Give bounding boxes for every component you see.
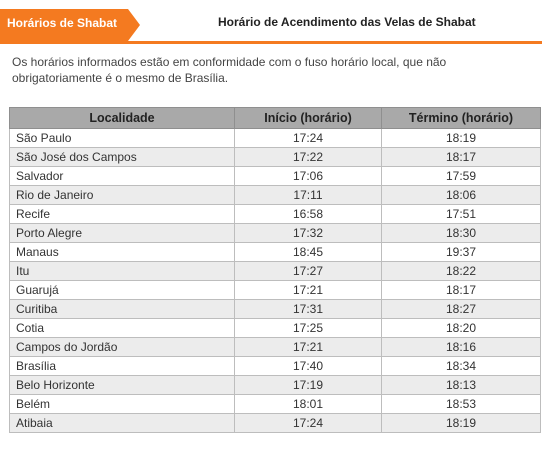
cell-end-time: 18:06 bbox=[381, 185, 541, 205]
section-tab-label: Horários de Shabat bbox=[7, 16, 118, 30]
cell-city: Campos do Jordão bbox=[9, 337, 235, 357]
cell-start-time: 17:21 bbox=[234, 337, 382, 357]
column-header-end: Término (horário) bbox=[381, 107, 541, 129]
table-row: Porto Alegre 17:32 18:30 bbox=[9, 223, 541, 243]
cell-end-time: 18:19 bbox=[381, 413, 541, 433]
cell-city: Rio de Janeiro bbox=[9, 185, 235, 205]
cell-city: Guarujá bbox=[9, 280, 235, 300]
cell-city: Curitiba bbox=[9, 299, 235, 319]
table-row: Recife 16:58 17:51 bbox=[9, 204, 541, 224]
cell-start-time: 16:58 bbox=[234, 204, 382, 224]
cell-city: São José dos Campos bbox=[9, 147, 235, 167]
cell-end-time: 18:34 bbox=[381, 356, 541, 376]
cell-city: Belém bbox=[9, 394, 235, 414]
cell-city: Recife bbox=[9, 204, 235, 224]
cell-city: Salvador bbox=[9, 166, 235, 186]
table-row: Guarujá 17:21 18:17 bbox=[9, 280, 541, 300]
cell-start-time: 17:06 bbox=[234, 166, 382, 186]
cell-start-time: 17:32 bbox=[234, 223, 382, 243]
table-row: Rio de Janeiro 17:11 18:06 bbox=[9, 185, 541, 205]
cell-end-time: 18:17 bbox=[381, 280, 541, 300]
table-row: Brasília 17:40 18:34 bbox=[9, 356, 541, 376]
cell-end-time: 18:19 bbox=[381, 128, 541, 148]
header-divider bbox=[0, 41, 542, 44]
candle-lighting-table: Localidade Início (horário) Término (hor… bbox=[9, 107, 541, 433]
table-row: Manaus 18:45 19:37 bbox=[9, 242, 541, 262]
cell-start-time: 17:24 bbox=[234, 128, 382, 148]
column-header-city: Localidade bbox=[9, 107, 235, 129]
cell-end-time: 18:13 bbox=[381, 375, 541, 395]
table-header-row: Localidade Início (horário) Término (hor… bbox=[9, 107, 541, 129]
table-row: Campos do Jordão 17:21 18:16 bbox=[9, 337, 541, 357]
cell-start-time: 17:25 bbox=[234, 318, 382, 338]
table-row: São Paulo 17:24 18:19 bbox=[9, 128, 541, 148]
cell-start-time: 17:40 bbox=[234, 356, 382, 376]
cell-start-time: 17:22 bbox=[234, 147, 382, 167]
cell-city: Itu bbox=[9, 261, 235, 281]
cell-city: São Paulo bbox=[9, 128, 235, 148]
table-row: São José dos Campos 17:22 18:17 bbox=[9, 147, 541, 167]
table-row: Atibaia 17:24 18:19 bbox=[9, 413, 541, 433]
cell-end-time: 18:53 bbox=[381, 394, 541, 414]
cell-end-time: 18:16 bbox=[381, 337, 541, 357]
table-row: Belém 18:01 18:53 bbox=[9, 394, 541, 414]
table-row: Belo Horizonte 17:19 18:13 bbox=[9, 375, 541, 395]
table-row: Salvador 17:06 17:59 bbox=[9, 166, 541, 186]
table-body: São Paulo 17:24 18:19 São José dos Campos 17… bbox=[9, 128, 541, 433]
cell-end-time: 18:17 bbox=[381, 147, 541, 167]
cell-start-time: 17:24 bbox=[234, 413, 382, 433]
column-header-start: Início (horário) bbox=[234, 107, 382, 129]
cell-end-time: 17:59 bbox=[381, 166, 541, 186]
cell-start-time: 18:45 bbox=[234, 242, 382, 262]
cell-end-time: 18:22 bbox=[381, 261, 541, 281]
cell-end-time: 19:37 bbox=[381, 242, 541, 262]
cell-start-time: 17:31 bbox=[234, 299, 382, 319]
cell-start-time: 17:19 bbox=[234, 375, 382, 395]
page-header: Horários de Shabat Horário de Acendiment… bbox=[0, 0, 550, 44]
cell-city: Manaus bbox=[9, 242, 235, 262]
cell-city: Brasília bbox=[9, 356, 235, 376]
cell-end-time: 17:51 bbox=[381, 204, 541, 224]
cell-start-time: 17:21 bbox=[234, 280, 382, 300]
table-row: Curitiba 17:31 18:27 bbox=[9, 299, 541, 319]
cell-city: Porto Alegre bbox=[9, 223, 235, 243]
cell-end-time: 18:30 bbox=[381, 223, 541, 243]
cell-end-time: 18:27 bbox=[381, 299, 541, 319]
cell-start-time: 18:01 bbox=[234, 394, 382, 414]
intro-text: Os horários informados estão em conformi… bbox=[12, 55, 447, 85]
cell-start-time: 17:27 bbox=[234, 261, 382, 281]
page-title: Horário de Acendimento das Velas de Shab… bbox=[218, 15, 476, 29]
cell-end-time: 18:20 bbox=[381, 318, 541, 338]
table-row: Cotia 17:25 18:20 bbox=[9, 318, 541, 338]
section-tab[interactable]: Horários de Shabat bbox=[0, 9, 140, 41]
cell-city: Atibaia bbox=[9, 413, 235, 433]
cell-start-time: 17:11 bbox=[234, 185, 382, 205]
cell-city: Cotia bbox=[9, 318, 235, 338]
table-row: Itu 17:27 18:22 bbox=[9, 261, 541, 281]
cell-city: Belo Horizonte bbox=[9, 375, 235, 395]
